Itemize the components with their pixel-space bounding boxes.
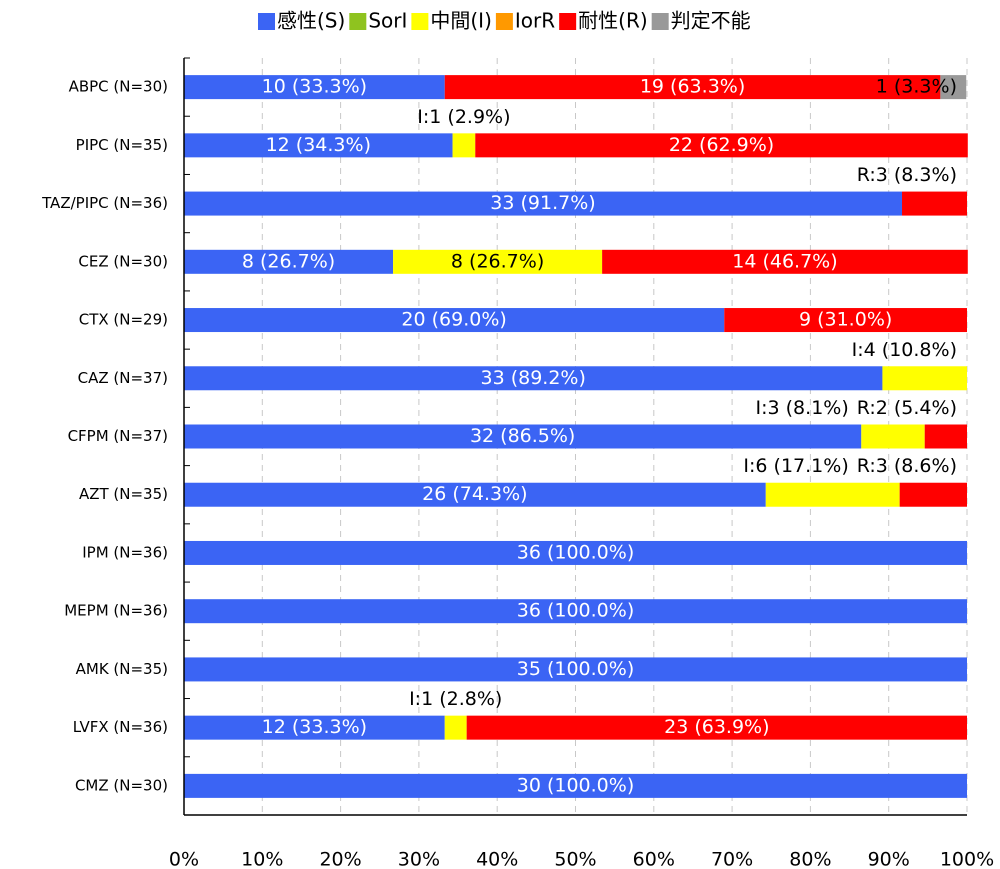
y-tick-label: ABPC (N=30)	[69, 78, 168, 96]
data-label: 8 (26.7%)	[242, 250, 335, 272]
bar-segment	[444, 75, 941, 100]
y-tick-label: AZT (N=35)	[79, 485, 168, 503]
legend-label: 感性(S)	[277, 9, 345, 33]
bar-segment	[184, 540, 967, 565]
y-tick-label: LVFX (N=36)	[73, 718, 168, 736]
legend-swatch	[411, 13, 429, 30]
bar-segment	[184, 308, 725, 333]
data-label: 32 (86.5%)	[470, 425, 575, 447]
x-tick-label: 0%	[169, 849, 199, 869]
data-label: 10 (33.3%)	[262, 76, 367, 98]
bar-segment	[393, 249, 603, 274]
y-tick-label: AMK (N=35)	[76, 660, 168, 678]
y-tick-label: CMZ (N=30)	[75, 776, 168, 794]
data-label: I:3 (8.1%)	[756, 397, 849, 419]
x-tick-label: 20%	[319, 849, 361, 869]
y-tick-label: IPM (N=36)	[82, 543, 168, 561]
data-label: 30 (100.0%)	[517, 774, 635, 796]
data-label: R:3 (8.6%)	[857, 455, 957, 477]
data-label: 33 (91.7%)	[490, 192, 595, 214]
y-tick-label: MEPM (N=36)	[64, 602, 168, 620]
data-label: 1 (3.3%)	[876, 76, 957, 98]
legend-swatch	[559, 13, 577, 30]
bar-segment	[940, 75, 967, 100]
y-tick-label: TAZ/PIPC (N=36)	[41, 194, 168, 212]
x-tick-label: 100%	[940, 849, 994, 869]
bar-segment	[902, 191, 967, 216]
data-label: 36 (100.0%)	[517, 600, 635, 622]
bar-segment	[444, 715, 467, 740]
data-label: 22 (62.9%)	[669, 134, 774, 156]
x-tick-label: 50%	[554, 849, 596, 869]
x-tick-label: 90%	[868, 849, 910, 869]
bar-segment	[184, 366, 883, 391]
bar-segment	[924, 424, 967, 449]
legend-label: 中間(I)	[430, 9, 492, 33]
data-label: 33 (89.2%)	[481, 367, 586, 389]
data-label: 12 (33.3%)	[262, 716, 367, 738]
bar-segment	[466, 715, 967, 740]
data-label: 14 (46.7%)	[732, 250, 837, 272]
data-label: 19 (63.3%)	[640, 76, 745, 98]
legend-label: 耐性(R)	[578, 9, 648, 33]
bar-segment	[475, 133, 968, 158]
data-label: 36 (100.0%)	[517, 541, 635, 563]
legend-swatch	[495, 13, 513, 30]
bar-segment	[899, 482, 967, 507]
bar-segment	[861, 424, 925, 449]
data-label: 35 (100.0%)	[517, 658, 635, 680]
legend-label: 判定不能	[671, 9, 751, 33]
data-label: 9 (31.0%)	[799, 309, 892, 331]
bar-segment	[184, 657, 967, 682]
x-tick-label: 10%	[241, 849, 283, 869]
data-label: 20 (69.0%)	[401, 309, 506, 331]
legend-label: IorR	[515, 9, 555, 33]
data-label: 8 (26.7%)	[451, 250, 544, 272]
legend-label: SorI	[368, 9, 407, 33]
y-tick-label: CEZ (N=30)	[78, 252, 168, 270]
bar-segment	[882, 366, 967, 391]
data-label: R:2 (5.4%)	[857, 397, 957, 419]
legend-swatch	[258, 13, 275, 30]
data-label: 12 (34.3%)	[266, 134, 371, 156]
data-label: 26 (74.3%)	[422, 483, 527, 505]
bar-segment	[184, 715, 445, 740]
x-tick-label: 80%	[789, 849, 831, 869]
bar-segment	[765, 482, 900, 507]
y-tick-label: CFPM (N=37)	[68, 427, 168, 445]
legend-swatch	[651, 13, 669, 30]
bar-segment	[184, 482, 766, 507]
bar-segment	[184, 75, 445, 100]
bar-segment	[184, 133, 453, 158]
bar-segment	[452, 133, 476, 158]
bar-segment	[184, 191, 903, 216]
y-tick-label: CAZ (N=37)	[78, 369, 168, 387]
x-tick-label: 40%	[476, 849, 518, 869]
data-label: R:3 (8.3%)	[857, 164, 957, 186]
legend-swatch	[349, 13, 367, 30]
data-label: 23 (63.9%)	[664, 716, 769, 738]
bar-segment	[184, 599, 967, 624]
bar-segment	[724, 308, 967, 333]
y-tick-label: CTX (N=29)	[79, 311, 168, 329]
bar-segment	[184, 773, 967, 798]
data-label: I:4 (10.8%)	[852, 339, 957, 361]
y-tick-label: PIPC (N=35)	[76, 136, 168, 154]
x-tick-label: 60%	[633, 849, 675, 869]
bar-segment	[184, 424, 862, 449]
bar-segment	[184, 249, 394, 274]
data-label: I:1 (2.9%)	[417, 106, 510, 128]
data-label: I:6 (17.1%)	[743, 455, 848, 477]
bar-segment	[602, 249, 968, 274]
x-tick-label: 70%	[711, 849, 753, 869]
data-label: I:1 (2.8%)	[409, 688, 502, 710]
x-tick-label: 30%	[398, 849, 440, 869]
